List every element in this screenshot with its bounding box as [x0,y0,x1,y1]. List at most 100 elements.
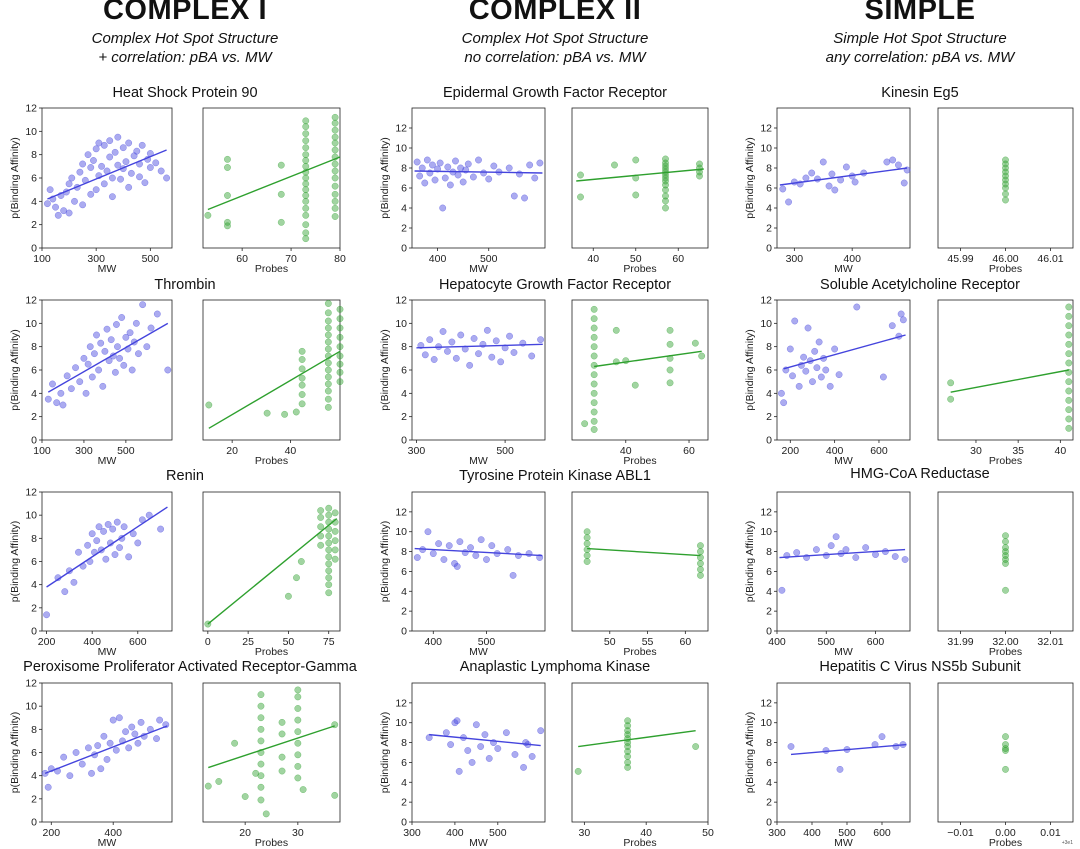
panel-1-mw-fit-line [47,149,167,200]
panel-4-mw-fit-line [47,322,169,393]
panel-1-probes-point [331,133,339,141]
panel-5-probes-point [590,380,598,388]
panel-2-probes-point [577,193,584,201]
panel-4-probes-point [298,400,306,408]
panel-2-probes-point [632,191,640,199]
panel-9-mw-fit-line [779,548,906,559]
panel-12-mw-xtick-label: 600 [873,827,891,839]
panel-10-probes-point [294,686,302,694]
panel-1-ytick-label: 2 [31,219,37,231]
panel-4-probes-point [324,300,332,307]
panel-7-mw-point [100,527,108,535]
panel-10-probes-point [241,793,249,800]
panel-12-probes-xtick-label: 0.00 [995,827,1016,839]
panel-10-probes-point [278,730,286,738]
panel-2-probes-point [662,204,669,212]
panel-7-mw-point [113,518,121,526]
panel-1-mw-point [43,200,51,208]
panel-4-mw-point [84,360,92,368]
panel-5-probes-point [590,426,598,433]
panel-2-ylabel: p(Binding Affinity) [379,137,391,219]
panel-1-ytick-label: 4 [31,196,37,208]
panel-10-mw-point [60,753,68,761]
panel-8-probes-point [696,542,704,550]
panel-1-mw-point [114,161,122,169]
panel-2-mw-point [436,159,444,167]
panel-6-mw-point [791,317,799,325]
panel-8-mw-point [472,552,480,559]
panel-5-probes-axes: 40 60 Probes [571,299,709,467]
panel-10-mw-point [125,744,133,752]
panel-3-mw-point [842,163,850,171]
panel-4-mw-point [147,324,155,332]
panel-1-mw-point [152,159,160,167]
panel-4-ytick-label: 12 [25,295,37,307]
panel-10-ytick-label: 10 [25,701,37,713]
panel-9-probes-point [1002,560,1009,567]
panel-6-mw-point [809,378,816,386]
panel-1-probes-point [277,218,285,226]
panel-9-probes-point [1002,552,1009,559]
panel-5-probes-point [666,326,674,334]
panel-1-mw-point [119,144,127,152]
panel-11-mw-point [451,719,459,727]
panel-1-ytick-label: 8 [31,149,37,161]
panel-12-probes-point [1002,747,1009,754]
panel-2-probes-xtick-label: 40 [587,253,599,265]
panel-4-mw-point [111,368,119,376]
panel-9-mw-point [778,586,786,594]
panel-12-mw-point [822,747,830,754]
panel-9-probes-xtick-label: 32.01 [1037,636,1063,648]
panel-2-mw-xlabel: MW [469,263,488,275]
panel-4-ytick-label: 6 [31,365,37,377]
panel-6-ytick-label: 4 [766,388,772,400]
panel-2-probes-point [662,186,669,194]
panel-2-mw-frame [411,107,546,249]
panel-8-mw-point [525,550,533,558]
panel-3-probes-point [1002,156,1009,164]
panel-7-probes-point [317,523,325,531]
panel-7-mw-axes: 0 2 4 6 8 10 12 p(Binding Affinity) 200 400 600 MW [9,487,173,658]
panel-6-mw-point [802,367,810,375]
panel-7-probes-point [325,511,333,519]
panel-6-mw-xtick-label: 400 [826,445,844,457]
panel-9-mw-point [793,549,801,557]
panel-4-probes-point [205,401,213,409]
panel-1-probes-point [277,161,285,169]
panel-1-mw-point [138,141,146,149]
panel-1-probes-point [302,197,310,205]
panel-5-probes-point [631,381,639,389]
panel-title-kinesin: Kinesin Eg5 [881,85,959,101]
panel-1-probes-point [302,130,310,138]
panel-11-mw-xtick-label: 400 [446,827,464,839]
panel-1-mw-point [106,137,114,145]
panel-title-pparg: Peroxisome Proliferator Activated Recept… [23,659,357,675]
panel-1-mw-point [76,168,84,176]
panel-11-mw-point [511,751,519,758]
panel-5-mw-point [448,338,456,346]
panel-2-probes-point [662,177,669,185]
panel-2-probes-point [696,172,703,180]
panel-5-probes-point [590,305,598,313]
panel-8-mw-point [467,544,474,552]
panel-5-ytick-label: 2 [401,411,407,423]
panel-11-mw-point [485,755,493,762]
panel-2-mw-point [505,164,513,172]
panel-7-ytick-label: 10 [25,510,37,522]
panel-4-probes-point [324,331,332,339]
panel-5-probes-point [666,340,674,348]
panel-7-mw-point [70,578,78,586]
panel-8-probes-point [583,540,591,548]
panel-7-probes-point [325,589,333,597]
panel-7-probes-xtick-label: 25 [242,636,254,648]
panel-8-probes-xlabel: Probes [623,646,656,658]
panel-7-mw-point [93,537,101,545]
panel-1-probes-point [331,213,339,220]
panel-5-mw-frame [411,299,546,441]
panel-4-probes-point [336,315,344,323]
panel-7-ytick-label: 0 [31,626,37,638]
panel-10-probes-point [294,739,302,747]
